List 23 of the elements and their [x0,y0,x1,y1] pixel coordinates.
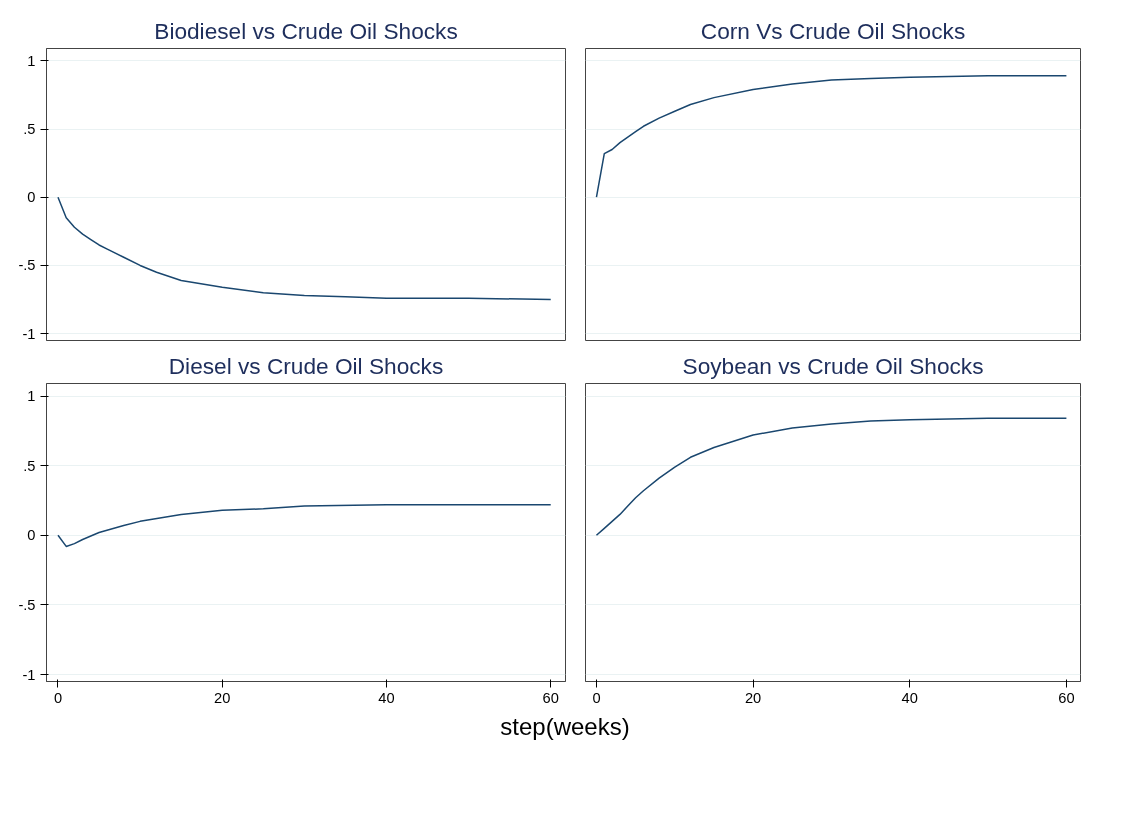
y-tick-label: .5 [23,457,36,474]
y-tick-label: .5 [23,121,36,137]
x-axis-title: step(weeks) [500,712,630,742]
chart-title: Corn Vs Crude Oil Shocks [700,17,966,44]
x-tick-label: 60 [1058,689,1075,706]
y-tick-label: 0 [27,189,36,206]
x-tick-label: 40 [901,689,918,706]
y-tick-label: -.5 [18,596,36,613]
y-tick-label: -1 [22,666,36,683]
y-tick-label: 0 [27,527,36,544]
x-tick-label: 20 [744,689,762,706]
x-tick-label: 20 [214,689,231,706]
chart-title: Biodiesel vs Crude Oil Shocks [154,17,458,44]
y-tick-label: -1 [22,325,36,342]
x-tick-label: 0 [53,689,63,706]
chart-title: Soybean vs Crude Oil Shocks [682,352,984,379]
x-tick-label: 0 [592,689,601,706]
chart-title: Diesel vs Crude Oil Shocks [168,352,444,379]
y-tick-label: 1 [27,52,36,69]
y-tick-label: -.5 [18,257,36,274]
x-tick-label: 40 [378,689,395,706]
x-tick-label: 60 [542,689,559,706]
y-tick-label: 1 [27,388,36,405]
